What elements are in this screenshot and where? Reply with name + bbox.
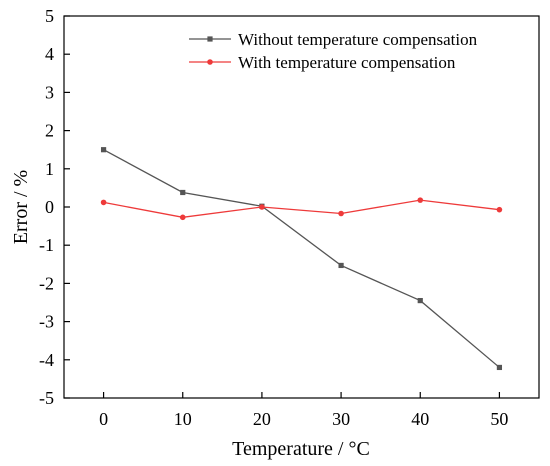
x-axis-title: Temperature / °C — [232, 438, 370, 460]
y-tick-label: 0 — [45, 197, 54, 217]
series-1-point — [100, 147, 107, 153]
y-tick-label: 2 — [45, 121, 54, 141]
series-2-point — [179, 214, 186, 221]
y-tick-label: -5 — [39, 388, 54, 408]
legend: Without temperature compensation With tem… — [189, 30, 478, 72]
x-tick-label: 20 — [253, 409, 271, 429]
series-layer — [100, 147, 503, 371]
series-2-point — [338, 210, 344, 217]
x-tick-label: 40 — [411, 409, 429, 429]
y-tick-label: -1 — [39, 235, 54, 255]
y-tick-label: 4 — [45, 44, 54, 64]
legend-marker-2 — [207, 59, 213, 65]
series-1-point — [180, 189, 186, 196]
y-tick-label: -3 — [39, 312, 54, 332]
series-1-point — [338, 262, 344, 269]
y-tick-label: 5 — [45, 6, 54, 26]
y-tick-label: 3 — [45, 82, 54, 102]
series-1-point — [417, 297, 423, 304]
series-line-2 — [103, 199, 500, 218]
series-line-1 — [103, 149, 500, 368]
y-axis-title: Error / % — [10, 170, 32, 244]
y-tick-label: 1 — [45, 159, 54, 179]
y-tick-label: -2 — [39, 273, 54, 293]
x-tick-label: 50 — [490, 409, 508, 429]
series-2-point — [259, 204, 265, 210]
x-tick-label: 10 — [174, 409, 192, 429]
legend-label-1: Without temperature compensation — [238, 30, 478, 49]
series-1-point — [496, 364, 503, 371]
legend-marker-1 — [207, 36, 213, 42]
series-2-point — [417, 197, 424, 203]
legend-label-2: With temperature compensation — [238, 53, 456, 72]
x-tick-label: 30 — [332, 409, 350, 429]
y-tick-label: -4 — [39, 350, 54, 370]
series-2-point — [496, 206, 503, 213]
series-2-point — [100, 199, 107, 206]
x-tick-label: 0 — [99, 409, 108, 429]
